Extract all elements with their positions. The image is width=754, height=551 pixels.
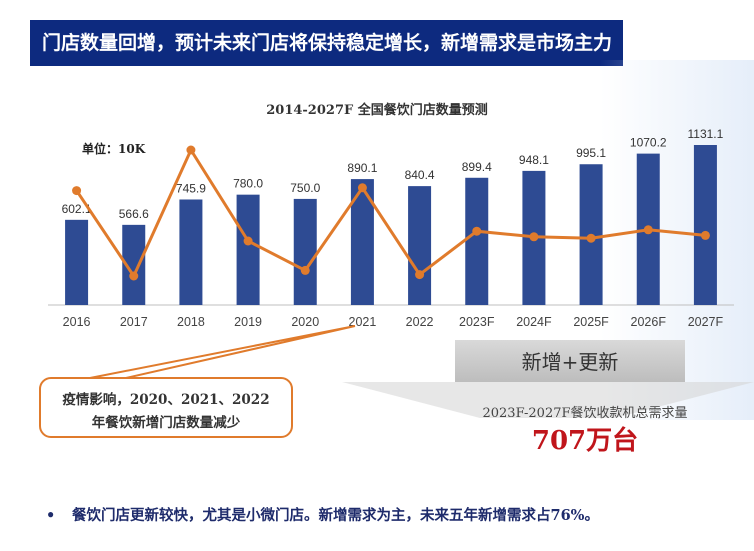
bar: [465, 177, 489, 305]
pandemic-callout: 疫情影响，2020、2021、2022 年餐饮新增门店数量减少: [39, 377, 293, 438]
growth-point: [700, 230, 710, 240]
x-tick-label: 2022: [406, 315, 434, 329]
growth-line: [75, 146, 706, 280]
bar-value-label: 750.0: [290, 181, 320, 195]
bar: [693, 145, 717, 305]
x-tick-label: 2021: [349, 315, 377, 329]
bar: [122, 224, 146, 305]
x-tick-label: 2016: [63, 315, 91, 329]
bar: [236, 194, 260, 305]
bar-value-label: 899.4: [462, 160, 492, 174]
demand-title: 2023F-2027F餐饮收款机总需求量: [482, 406, 688, 421]
callout-line-1: 疫情影响，2020、2021、2022: [62, 392, 270, 408]
bar-value-label: 948.1: [519, 153, 549, 167]
x-tick-label: 2019: [234, 315, 262, 329]
bar-value-label: 602.1: [62, 202, 92, 216]
callout-line-2: 年餐饮新增门店数量减少: [91, 415, 241, 431]
growth-point: [415, 270, 425, 280]
growth-point: [472, 226, 482, 236]
growth-point: [300, 265, 310, 275]
bullet-symbol: •: [46, 507, 56, 524]
bar-value-label: 995.1: [576, 146, 606, 160]
x-tick-label: 2017: [120, 315, 148, 329]
bar: [65, 219, 89, 305]
bar: [179, 199, 203, 305]
x-tick-label: 2027F: [688, 315, 724, 329]
demand-value: 707万台: [531, 426, 639, 456]
growth-point: [643, 225, 653, 235]
bar: [293, 198, 317, 305]
x-tick-label: 2023F: [459, 315, 495, 329]
growth-point: [129, 271, 139, 281]
bar: [408, 186, 432, 305]
bar-value-label: 780.0: [233, 177, 263, 191]
x-tick-label: 2025F: [573, 315, 609, 329]
bar-value-label: 566.6: [119, 207, 149, 221]
forecast-arrow-label: 新增+更新: [521, 350, 619, 374]
bar-value-label: 1070.2: [630, 136, 667, 150]
chart-title: 2014-2027F 全国餐饮门店数量预测: [266, 103, 488, 118]
growth-point: [586, 233, 596, 243]
growth-point: [186, 145, 196, 155]
bar-value-label: 1131.1: [688, 127, 724, 141]
growth-point: [357, 183, 367, 193]
growth-point: [72, 186, 82, 196]
growth-point: [529, 232, 539, 242]
x-tick-label: 2020: [291, 315, 319, 329]
header-banner: 门店数量回增，预计未来门店将保持稳定增长，新增需求是市场主力: [30, 20, 623, 66]
bar-value-label: 840.4: [405, 168, 435, 182]
forecast-arrow: [455, 340, 685, 382]
unit-label: 单位：10K: [82, 142, 146, 156]
x-tick-label: 2018: [177, 315, 205, 329]
bar: [350, 179, 374, 305]
x-tick-label: 2026F: [631, 315, 667, 329]
bar-value-label: 745.9: [176, 181, 206, 195]
x-tick-label: 2024F: [516, 315, 552, 329]
bar-value-label: 890.1: [347, 161, 377, 175]
growth-point: [243, 236, 253, 246]
bullet-point: • 餐饮门店更新较快，尤其是小微门店。新增需求为主，未来五年新增需求占76%。: [46, 504, 754, 525]
bullet-text: 餐饮门店更新较快，尤其是小微门店。新增需求为主，未来五年新增需求占76%。: [72, 507, 599, 524]
